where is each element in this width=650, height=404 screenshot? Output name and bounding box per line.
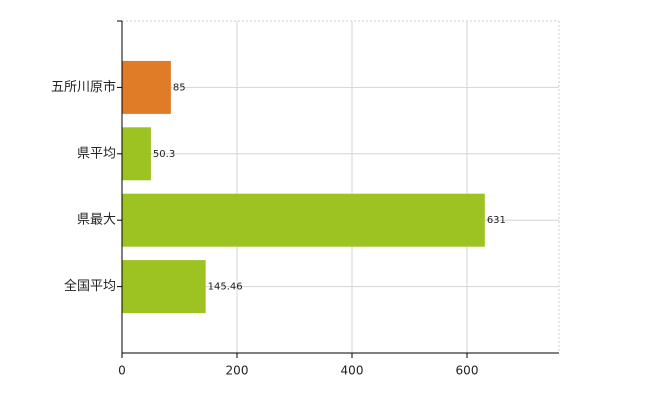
bar xyxy=(122,260,206,314)
value-label: 145.46 xyxy=(208,282,243,293)
y-tick-label: 県平均 xyxy=(77,146,116,161)
value-label: 50.3 xyxy=(153,149,175,160)
x-tick-label: 200 xyxy=(226,364,249,378)
y-tick-label: 五所川原市 xyxy=(51,79,116,95)
value-label: 85 xyxy=(173,82,186,93)
bar xyxy=(122,127,151,181)
y-tick-label: 全国平均 xyxy=(64,278,116,294)
value-label: 631 xyxy=(487,215,506,226)
x-tick-label: 0 xyxy=(118,364,126,378)
bar xyxy=(122,193,485,247)
bar xyxy=(122,60,171,114)
x-tick-label: 400 xyxy=(341,364,364,378)
x-tick-label: 600 xyxy=(456,364,479,378)
y-tick-label: 県最大 xyxy=(77,213,116,228)
